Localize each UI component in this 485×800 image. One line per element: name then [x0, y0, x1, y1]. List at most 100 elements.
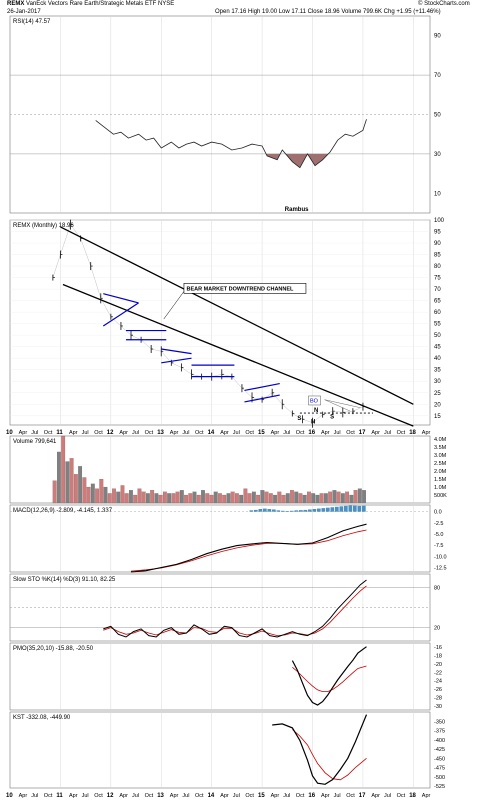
macd-y-tick: -5.0	[434, 532, 443, 538]
bottom-x-tick: Apr	[371, 793, 380, 799]
macd-y-tick: -10.0	[434, 554, 447, 560]
volume-bar	[205, 493, 210, 504]
macd-histogram-bar	[316, 508, 321, 512]
kst-y-tick: -500	[434, 775, 445, 781]
x-tick: Apr	[69, 430, 78, 436]
kst-y-tick: -475	[434, 766, 445, 772]
bottom-x-tick: Oct	[296, 793, 305, 799]
bottom-x-tick: Oct	[94, 793, 103, 799]
bottom-x-tick: Apr	[220, 793, 229, 799]
price-y-tick: 80	[434, 264, 441, 270]
ohlc-quote: Open 17.16 High 19.00 Low 17.11 Close 18…	[215, 9, 441, 15]
kst-y-tick: -425	[434, 747, 445, 753]
x-tick: 14	[208, 430, 215, 436]
stochastic-d-line	[103, 585, 367, 637]
macd-histogram-bar	[325, 507, 330, 512]
pmo-title: PMO(35,20,10) -15.88, -20.50	[13, 646, 94, 652]
volume-bar	[298, 493, 303, 504]
macd-panel-frame	[9, 504, 431, 573]
breakout-pointer	[324, 399, 351, 412]
volume-y-tick: 2.5M	[434, 461, 447, 467]
price-y-tick: 15	[434, 414, 441, 420]
bottom-x-tick: Jul	[182, 793, 189, 799]
volume-bar	[247, 493, 252, 504]
rambus-label: Rambus	[285, 207, 309, 213]
kst-y-tick: -400	[434, 738, 445, 744]
x-tick: 12	[107, 430, 114, 436]
macd-histogram-bar	[271, 509, 276, 512]
x-tick: Apr	[422, 430, 431, 436]
kst-y-tick: -450	[434, 756, 445, 762]
volume-bar	[353, 490, 358, 504]
volume-bar	[281, 494, 286, 504]
pmo-y-tick: -16	[434, 645, 442, 651]
rsi-y-tick: 70	[434, 73, 441, 79]
volume-bar	[349, 494, 354, 504]
x-tick: Jul	[384, 430, 391, 436]
volume-y-tick: 1.5M	[434, 477, 447, 483]
price-title: REMX (Monthly) 18.96	[13, 223, 74, 229]
downtrend-label-box	[183, 283, 307, 294]
volume-y-tick: 4.0M	[434, 437, 447, 443]
volume-bar	[52, 480, 57, 504]
rsi-y-tick: 10	[434, 191, 441, 197]
volume-bar	[226, 493, 231, 504]
macd-line	[130, 523, 367, 573]
volume-bar	[73, 474, 78, 504]
bottom-x-tick: Apr	[69, 793, 78, 799]
macd-histogram-bar	[298, 510, 303, 512]
quote-date: 26-Jan-2017	[7, 9, 41, 15]
x-tick: Oct	[346, 430, 355, 436]
macd-histogram-bar	[294, 510, 299, 512]
volume-bar	[256, 494, 261, 504]
bottom-x-tick: Jul	[334, 793, 341, 799]
volume-bar	[150, 490, 155, 504]
kst-y-tick: -375	[434, 729, 445, 735]
downtrend-label: BEAR MARKET DOWNTREND CHANNEL	[186, 286, 294, 292]
volume-bar	[137, 488, 142, 504]
downtrend-label-pointer	[163, 291, 185, 320]
x-tick: Apr	[371, 430, 380, 436]
x-tick: Apr	[271, 430, 280, 436]
price-y-tick: 40	[434, 356, 441, 362]
bottom-x-tick: Jul	[283, 793, 290, 799]
volume-bar	[120, 485, 125, 504]
stochastic-y-tick: 80	[434, 585, 440, 591]
volume-bar	[218, 493, 222, 504]
x-tick: Oct	[145, 430, 154, 436]
pmo-y-tick: -26	[434, 687, 442, 693]
macd-histogram-bar	[258, 509, 263, 512]
macd-title: MACD(12,26,9) -2.809, -4.145, 1.337	[13, 508, 113, 514]
rsi-oversold-fill	[266, 153, 281, 160]
bottom-x-tick: 16	[308, 793, 315, 799]
bottom-x-tick: 17	[359, 793, 366, 799]
x-tick: Oct	[44, 430, 53, 436]
volume-bar	[116, 491, 121, 504]
kst-panel-frame	[9, 711, 431, 789]
bottom-x-tick: 12	[107, 793, 114, 799]
macd-histogram-bar	[262, 508, 267, 512]
stochastic-k-line	[103, 579, 367, 638]
volume-bar	[302, 494, 307, 504]
x-tick: Oct	[397, 430, 406, 436]
copyright-text: © StockCharts.com	[418, 1, 470, 7]
volume-bar	[171, 493, 176, 504]
volume-bar	[357, 488, 362, 504]
chart-header-line1: REMX VanEck Vectors Rare Earth/Strategic…	[7, 1, 174, 7]
volume-bar	[260, 490, 265, 504]
rsi-y-tick: 90	[434, 34, 441, 40]
bottom-x-tick: Jul	[233, 793, 240, 799]
macd-histogram-bar	[276, 510, 281, 512]
price-y-tick: 60	[434, 310, 441, 316]
bottom-x-tick: Oct	[397, 793, 406, 799]
volume-bar	[65, 461, 70, 504]
macd-histogram-bar	[285, 511, 290, 512]
price-y-tick: 45	[434, 345, 441, 351]
bottom-x-tick: Oct	[44, 793, 53, 799]
volume-bar	[69, 458, 74, 504]
volume-y-tick: 3.0M	[434, 453, 447, 459]
head-label: H	[311, 420, 315, 426]
x-tick: Jul	[182, 430, 189, 436]
bottom-x-tick: 14	[208, 793, 215, 799]
